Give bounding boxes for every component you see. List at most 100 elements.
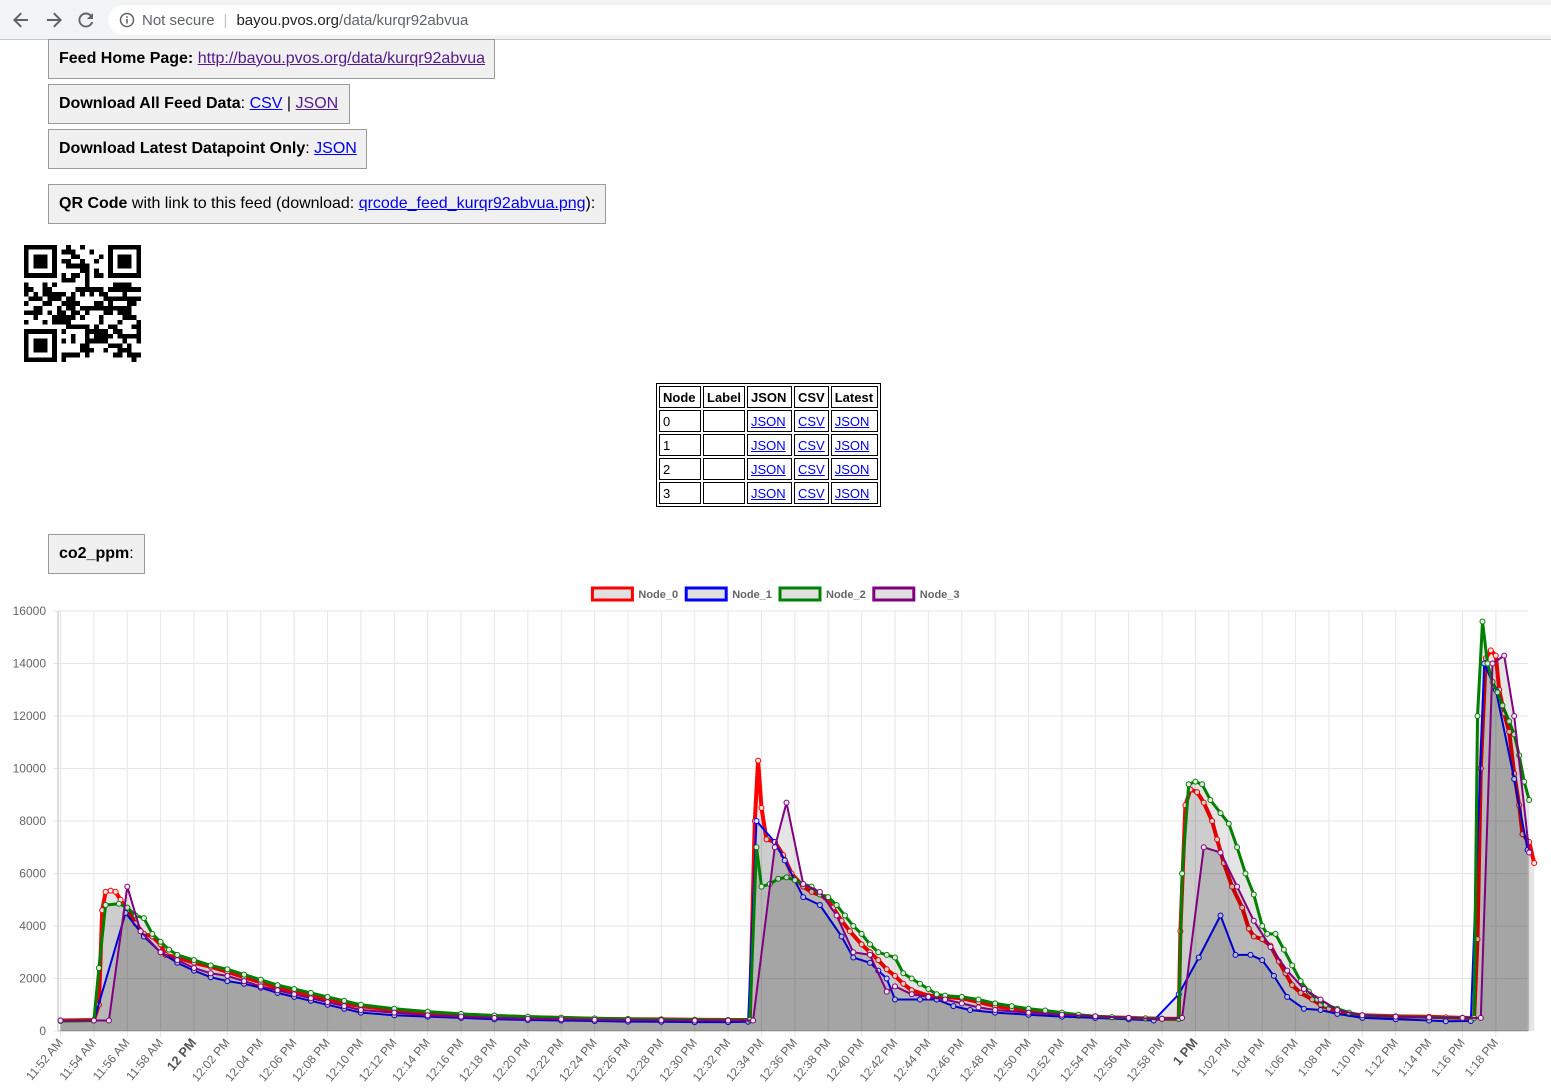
node-csv-link[interactable]: CSV [798, 485, 825, 501]
data-point [112, 888, 119, 895]
table-row: 2 JSON CSV JSON [659, 458, 878, 480]
x-tick-label: 1:08 PM [1295, 1036, 1334, 1079]
data-point [850, 923, 857, 929]
arrow-left-icon [13, 12, 28, 28]
data-point [291, 991, 298, 998]
qr-code-text: with link to this feed (download: [131, 195, 355, 212]
column-header-json: JSON [747, 386, 792, 408]
data-point [1284, 993, 1291, 1000]
data-point [783, 874, 790, 881]
reload-button[interactable] [72, 6, 100, 34]
data-point [850, 949, 857, 956]
data-point [841, 912, 848, 919]
table-row: 1 JSON CSV JSON [659, 434, 878, 456]
data-point [908, 991, 915, 998]
data-point [357, 1001, 364, 1008]
data-point [858, 930, 865, 937]
column-header-node: Node [659, 386, 701, 408]
legend-swatch [590, 586, 634, 602]
node-latest-cell: JSON [830, 410, 878, 432]
data-point [1200, 799, 1207, 806]
node-csv-link[interactable]: CSV [798, 461, 825, 477]
data-point [1217, 849, 1224, 856]
data-point [771, 844, 778, 851]
data-point [241, 978, 248, 985]
y-tick-label: 16000 [13, 604, 47, 618]
data-point [207, 962, 214, 969]
node-latest-link[interactable]: JSON [834, 485, 870, 501]
table-header-row: Node Label JSON CSV Latest [659, 386, 878, 408]
data-point [1245, 925, 1252, 932]
forward-button[interactable] [40, 6, 68, 34]
info-icon[interactable] [119, 12, 135, 28]
node-csv-cell: CSV [794, 434, 829, 456]
data-point [191, 965, 197, 971]
x-tick-label: 1 PM [1170, 1035, 1201, 1068]
data-point [1192, 778, 1199, 785]
feed-home-link[interactable]: http://bayou.pvos.org/data/kurqr92abvua [197, 50, 486, 67]
data-point [958, 1000, 965, 1007]
download-latest-colon: : [305, 140, 310, 157]
data-point [1297, 989, 1304, 996]
data-point [1526, 849, 1533, 856]
address-bar[interactable]: Not secure | bayou.pvos.org/data/kurqr92… [108, 5, 1551, 35]
download-all-box: Download All Feed Data: CSV | JSON [48, 84, 350, 124]
data-point [341, 1003, 348, 1010]
y-tick-label: 12000 [13, 709, 47, 723]
y-tick-label: 0 [39, 1024, 46, 1038]
data-point [1199, 781, 1206, 788]
qr-download-link[interactable]: qrcode_feed_kurqr92abvua.png [358, 195, 586, 212]
download-latest-label: Download Latest Datapoint Only [59, 140, 306, 157]
node-latest-link[interactable]: JSON [834, 413, 870, 429]
node-latest-link[interactable]: JSON [834, 461, 870, 477]
legend-label: Node_0 [638, 589, 678, 601]
table-row: 3 JSON CSV JSON [659, 482, 878, 504]
download-csv-link[interactable]: CSV [249, 95, 283, 112]
data-point [753, 818, 760, 824]
data-point [942, 996, 949, 1003]
data-point [1025, 1009, 1032, 1016]
y-tick-label: 2000 [19, 972, 46, 986]
legend-swatch [684, 586, 728, 602]
data-point [691, 1017, 698, 1024]
data-point [781, 857, 788, 864]
data-point [867, 951, 873, 958]
back-button[interactable] [7, 6, 35, 34]
node-json-link[interactable]: JSON [751, 461, 786, 477]
node-json-link[interactable]: JSON [751, 437, 786, 453]
latest-json-link[interactable]: JSON [314, 140, 357, 157]
browser-toolbar: Not secure | bayou.pvos.org/data/kurqr92… [0, 0, 1551, 40]
data-point [875, 957, 882, 964]
data-point [1264, 930, 1271, 937]
data-point [816, 888, 823, 895]
data-point [883, 951, 890, 958]
node-json-cell: JSON [747, 458, 792, 480]
data-point [257, 983, 264, 990]
data-point [1392, 1013, 1399, 1020]
node-latest-cell: JSON [830, 482, 878, 504]
node-json-link[interactable]: JSON [751, 413, 786, 429]
data-point [102, 902, 109, 908]
data-point [1426, 1014, 1433, 1021]
x-tick-label: 1:02 PM [1195, 1036, 1234, 1079]
data-point [1280, 946, 1287, 953]
node-csv-link[interactable]: CSV [798, 437, 825, 453]
url-separator: | [223, 11, 228, 29]
node-csv-link[interactable]: CSV [798, 413, 825, 429]
column-header-label: Label [703, 386, 745, 408]
data-point [775, 875, 782, 882]
data-point [307, 989, 314, 996]
data-point [867, 941, 873, 948]
data-point [1334, 1007, 1341, 1013]
download-json-link[interactable]: JSON [295, 95, 339, 112]
node-latest-link[interactable]: JSON [834, 437, 870, 453]
data-point [1225, 820, 1232, 827]
data-point [1487, 647, 1494, 654]
node-id-cell: 1 [659, 434, 701, 456]
data-point [1289, 982, 1296, 989]
node-json-link[interactable]: JSON [751, 485, 786, 501]
series-area [60, 621, 1530, 1031]
data-point [124, 883, 131, 890]
data-point [1234, 844, 1241, 851]
data-point [892, 983, 898, 990]
